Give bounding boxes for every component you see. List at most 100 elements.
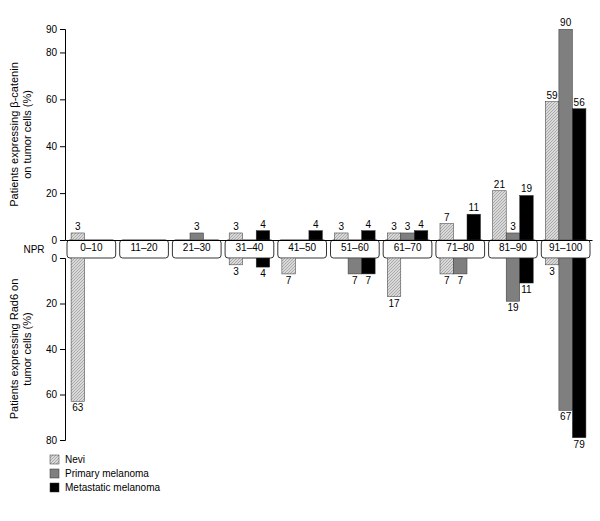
bar [256,258,270,267]
bar [401,233,415,240]
tick-mark [60,395,65,396]
data-label: 63 [72,402,84,413]
data-label: 90 [560,17,572,28]
data-label: 4 [313,219,319,230]
category-box [225,240,274,258]
data-label: 56 [574,97,586,108]
bar [387,233,401,240]
legend-label: Nevi [65,454,85,465]
bar [520,195,534,240]
data-label: 4 [260,219,266,230]
tick-label: 40 [46,141,58,152]
data-label: 3 [549,266,555,277]
bar [71,258,85,401]
bar [335,233,349,240]
tick-mark [60,440,65,441]
y-axis: 0 20 40 60 80 90 [46,24,66,246]
tick: 60 [46,94,65,105]
data-label: 7 [444,212,450,223]
tick: 90 [46,24,65,35]
tick: 80 [46,47,65,58]
data-labels: 333372159333904444111956 [75,17,585,232]
legend: Nevi Primary melanoma Metastatic melanoma [50,454,160,493]
bar [440,224,454,240]
tick-mark [60,240,65,241]
data-label: 7 [444,275,450,286]
tick: 51–60 [341,240,369,253]
category-box [331,240,380,258]
bar [559,29,573,240]
tick-label: 0 [51,235,57,246]
tick: 21–30 [183,240,211,253]
legend-item: Metastatic melanoma [50,482,160,493]
chart-root: 33337215933390444411195602040608090Patie… [0,0,600,521]
tick-mark [60,349,65,350]
bar [229,233,243,240]
legend-swatch [50,455,59,464]
tick: 60 [46,389,65,400]
data-label: 4 [418,219,424,230]
axis-title: NPR [23,244,44,255]
axis-line [60,259,66,441]
y-axis: 020406080 [46,253,66,446]
tick-mark [60,52,65,53]
x-axis: 0–1011–2021–3031–4041–5051–6061–7071–808… [66,240,593,253]
tick-mark [60,258,65,259]
tick-mark [60,193,65,194]
tick-label: 0 [51,253,57,264]
category-box [278,240,327,258]
category-box [120,240,169,258]
tick: 0 [51,253,65,264]
tick-label: 41–50 [288,242,316,253]
bars [71,29,586,240]
tick: 20 [46,188,65,199]
bar [414,231,428,240]
tick-label: 80 [46,47,58,58]
bar [545,102,559,240]
bars [71,258,586,438]
tick-label: 80 [46,435,58,446]
tick: 11–20 [131,240,159,253]
legend-swatch [50,483,59,492]
data-label: 7 [457,275,463,286]
axis-title: Patients expressing β-cateninon tumor ce… [8,62,33,207]
data-label: 4 [366,219,372,230]
category-box [541,240,590,258]
bar [256,231,270,240]
data-label: 3 [405,221,411,232]
axis-title: Patients expressing Rad6 ontumor cells (… [8,279,33,420]
bar [559,258,573,410]
data-label: 7 [366,275,372,286]
tick-label: 20 [46,188,58,199]
tick: 31–40 [236,240,264,253]
data-label: 4 [260,268,266,279]
axis-line [66,240,593,241]
bar [387,258,401,297]
data-label: 59 [547,90,559,101]
data-label: 3 [75,221,81,232]
tick-label: 61–70 [394,242,422,253]
tick-label: 91–100 [549,242,583,253]
bar [440,258,454,274]
bar [282,258,296,274]
tick: 20 [46,298,65,309]
tick: 0–10 [80,240,103,253]
category-boxes [67,240,590,258]
data-label: 21 [494,179,506,190]
bar [506,258,520,301]
tick: 40 [46,141,65,152]
tick-label: 60 [46,389,58,400]
data-label: 79 [574,439,586,450]
category-box [383,240,432,258]
tick: 41–50 [288,240,316,253]
bar [362,231,376,240]
data-label: 3 [194,221,200,232]
bar [190,233,204,240]
tick-label: 20 [46,298,58,309]
tick: 81–90 [499,240,527,253]
bar [545,258,559,265]
legend-label: Primary melanoma [65,468,149,479]
legend-item: Nevi [50,454,85,465]
data-label: 11 [469,202,480,213]
tick-label: 51–60 [341,242,369,253]
